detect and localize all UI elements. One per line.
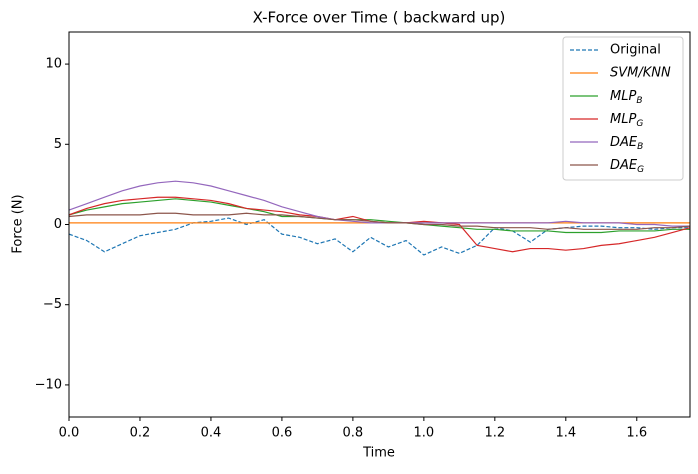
series-line [68,212,691,230]
series-line [68,217,690,256]
x-tick-label: 0.6 [272,426,293,441]
x-tick-label: 1.0 [414,426,435,441]
y-tick-label: −5 [43,297,62,312]
y-axis-label: Force (N) [11,194,26,253]
x-tick-label: 1.4 [555,426,576,441]
legend-label: SVM/KNN [610,66,671,81]
legend-label: DAEB [610,135,643,152]
x-tick-label: 1.6 [626,426,647,441]
series-line [68,180,690,227]
legend-label: MLPG [610,112,643,129]
y-tick-label: 10 [45,57,62,72]
legend-label: MLPB [610,89,643,106]
x-tick-label: 0.8 [343,426,364,441]
series-line [68,198,690,234]
x-tick-label: 0.2 [130,426,151,441]
plot-frame [68,31,691,418]
x-tick-label: 0.4 [201,426,222,441]
x-axis-label: Time [362,446,395,461]
y-tick-label: −10 [35,377,62,392]
y-tick-label: 0 [54,217,62,232]
x-tick-label: 0.0 [59,426,80,441]
y-tick-label: 5 [54,137,62,152]
legend-label: Original [610,43,661,58]
chart-title: X-Force over Time ( backward up) [253,9,506,27]
legend-label: DAEG [610,158,644,175]
x-tick-label: 1.2 [484,426,505,441]
